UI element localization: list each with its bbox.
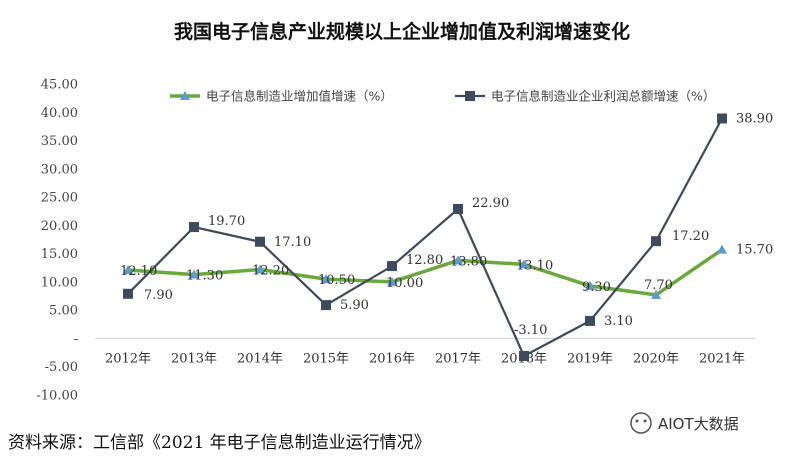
legend-marker [180, 91, 190, 100]
data-label: 12.80 [406, 253, 443, 268]
x-tick-label: 2012年 [105, 351, 151, 366]
x-tick-label: 2020年 [633, 351, 679, 366]
data-label: 13.10 [516, 258, 553, 273]
data-label: 38.90 [736, 111, 773, 126]
data-label: 22.90 [472, 196, 509, 211]
data-point-marker [255, 236, 265, 247]
y-tick-label: -10.00 [36, 389, 78, 404]
data-point-marker [123, 288, 133, 299]
data-label: -3.10 [514, 323, 547, 338]
x-tick-label: 2017年 [435, 351, 481, 366]
data-label: 17.10 [274, 235, 311, 250]
watermark-text: AIOT大数据 [658, 415, 739, 433]
y-tick-label: 40.00 [41, 106, 78, 121]
wechat-icon [630, 412, 652, 434]
data-label: 10.00 [386, 276, 423, 291]
data-label: 13.80 [450, 254, 487, 269]
x-tick-label: 2016年 [369, 351, 415, 366]
y-tick-label: 45.00 [41, 78, 78, 93]
y-tick-label: 10.00 [41, 275, 78, 290]
data-point-marker [255, 264, 265, 274]
data-point-marker [189, 222, 199, 233]
data-point-marker [519, 259, 529, 269]
data-point-marker [585, 280, 595, 290]
legend-marker [465, 91, 475, 101]
wechat-icon-eye-right [643, 419, 647, 423]
legend-label-0: 电子信息制造业增加值增速（%） [206, 89, 393, 104]
y-tick-label: 5.00 [49, 304, 78, 319]
data-label: 12.20 [252, 263, 289, 278]
data-point-marker [189, 269, 199, 279]
y-tick-label: 15.00 [41, 247, 78, 262]
data-point-marker [453, 255, 463, 265]
data-label: 9.30 [582, 280, 611, 295]
y-tick-label: 20.00 [41, 219, 78, 234]
x-tick-label: 2015年 [303, 351, 349, 366]
watermark: AIOT大数据 [630, 412, 739, 434]
legend-label-1: 电子信息制造业企业利润总额增速（%） [491, 89, 715, 104]
data-label: 15.70 [736, 243, 773, 258]
data-label: 7.70 [644, 278, 673, 293]
data-point-marker [387, 276, 397, 286]
data-point-marker [585, 315, 595, 326]
data-point-marker [651, 289, 661, 299]
y-tick-label: 35.00 [41, 134, 78, 149]
y-axis: -10.00-5.00-5.0010.0015.0020.0025.0030.0… [36, 78, 78, 404]
x-tick-label: 2014年 [237, 351, 283, 366]
data-label: 5.90 [340, 298, 369, 313]
x-axis: 2012年2013年2014年2015年2016年2017年2018年2019年… [95, 337, 755, 366]
legend: 电子信息制造业增加值增速（%） 电子信息制造业企业利润总额增速（%） [170, 89, 715, 104]
data-point-marker [453, 203, 463, 214]
data-label: 10.50 [318, 273, 355, 288]
data-point-marker [717, 244, 727, 254]
series-line-1 [127, 117, 723, 358]
data-point-marker [651, 236, 661, 247]
data-point-marker [123, 265, 133, 275]
wechat-icon-eye-left [635, 419, 639, 423]
data-label: 19.70 [208, 214, 245, 229]
y-tick-label: 25.00 [41, 191, 78, 206]
series-group: 12.10 11.30 12.20 10.50 10.00 13.80 13.10 9.30 7… [120, 111, 773, 361]
data-label: 17.20 [672, 229, 709, 244]
chart-title: 我国电子信息产业规模以上企业增加值及利润增速变化 [174, 20, 630, 43]
y-tick-label: -5.00 [45, 360, 78, 375]
data-point-marker [321, 274, 331, 284]
data-label: 7.90 [144, 288, 173, 303]
x-tick-label: 2021年 [699, 351, 745, 366]
data-point-marker [519, 350, 529, 361]
source-note: 资料来源：工信部《2021 年电子信息制造业运行情况》 [8, 433, 431, 453]
data-point-marker [717, 113, 727, 124]
series-line-0 [127, 248, 723, 297]
data-label: 11.30 [186, 269, 223, 284]
data-label: 3.10 [604, 314, 633, 329]
data-point-marker [387, 261, 397, 272]
x-tick-label: 2013年 [171, 351, 217, 366]
y-tick-label: 30.00 [41, 162, 78, 177]
y-tick-label: - [74, 332, 78, 347]
x-tick-label: 2019年 [567, 351, 613, 366]
data-label: 12.10 [120, 264, 157, 279]
data-point-marker [321, 300, 331, 311]
